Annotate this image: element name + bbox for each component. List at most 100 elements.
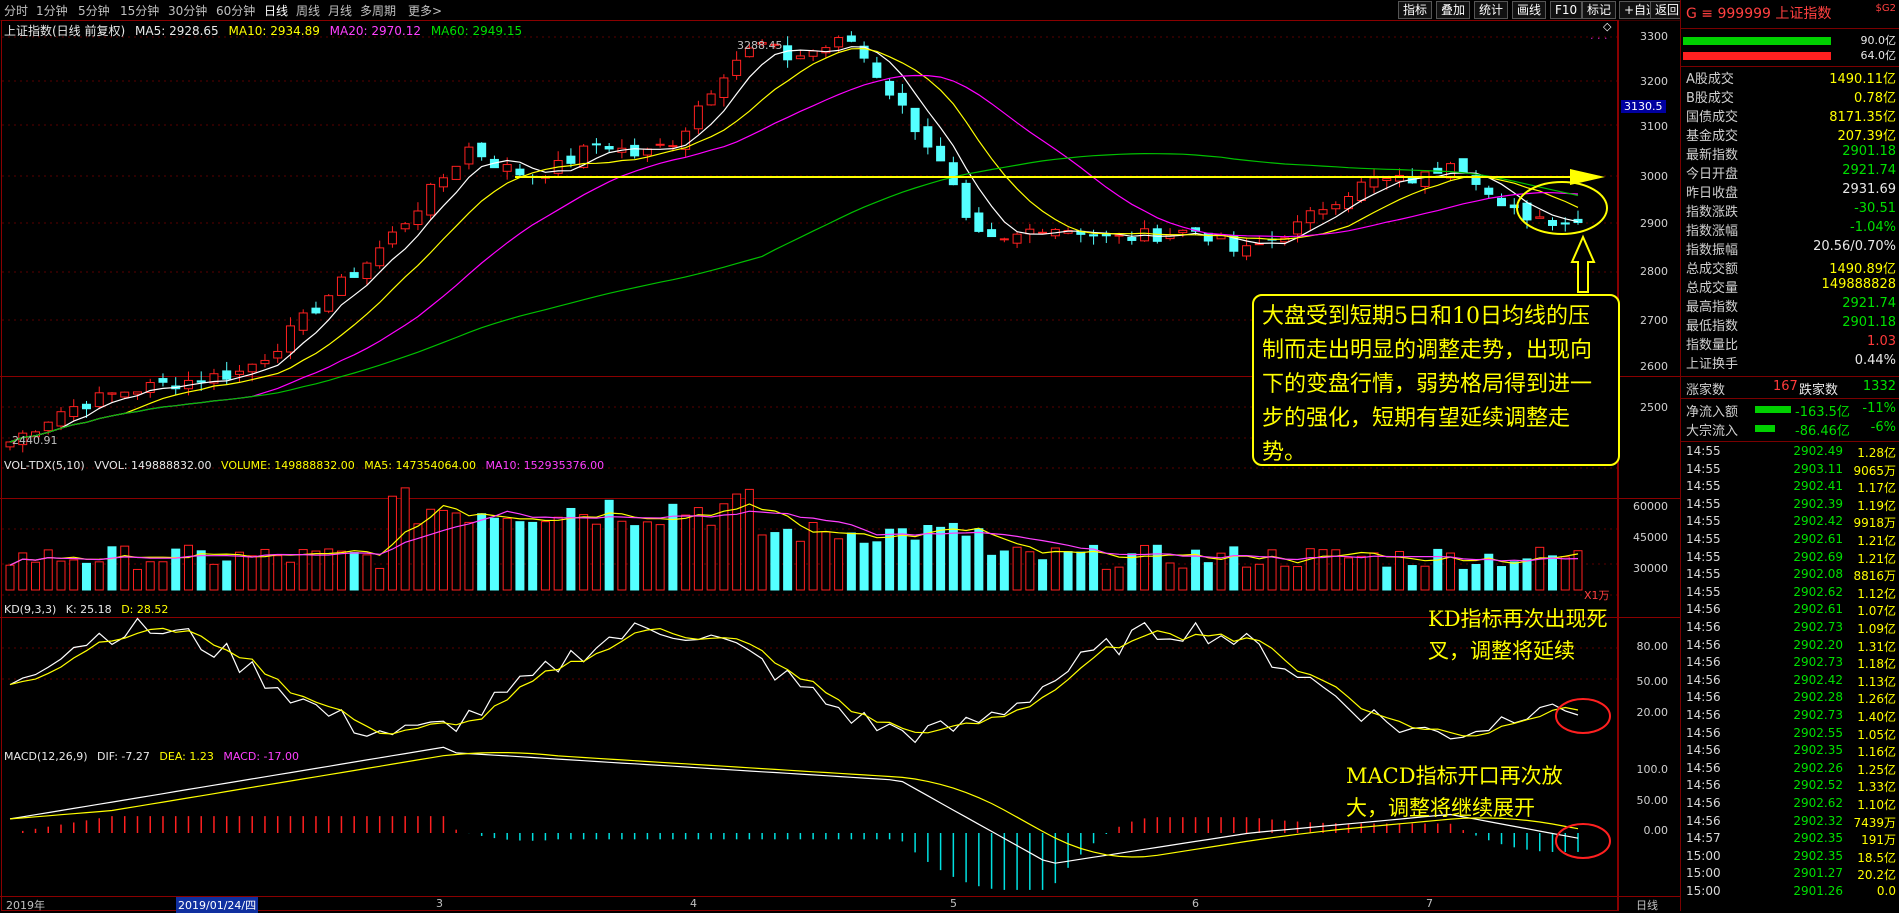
stat-value: -30.51: [1854, 201, 1896, 216]
candle-body: [885, 80, 895, 96]
tab-timeshare[interactable]: 分时: [4, 4, 29, 18]
tab-daily[interactable]: 日线: [264, 4, 289, 18]
tick-volume: 1.17亿: [1857, 481, 1896, 496]
tab-more[interactable]: 更多>: [408, 4, 443, 18]
volume-bar: [897, 528, 907, 591]
volume-bar: [209, 563, 219, 591]
volume-bar: [311, 550, 321, 591]
tab-15min[interactable]: 15分钟: [120, 4, 160, 18]
volume-bar: [553, 516, 563, 591]
highlight-ellipse: [1516, 181, 1608, 235]
candle-body: [311, 307, 321, 314]
stat-row: 总成交量 149888828: [1681, 277, 1899, 296]
chart-settings-icon[interactable]: ◇: [1603, 20, 1612, 33]
kline-chart-canvas[interactable]: ◇ · · ·: [0, 0, 1680, 911]
volume-bar: [477, 513, 487, 591]
rise-count: 167: [1773, 379, 1798, 394]
stat-label: A股成交: [1686, 72, 1734, 87]
vol-title: VOL-TDX(5,10): [4, 459, 85, 472]
candle-body: [1178, 229, 1188, 234]
tick-price: 2902.69: [1793, 549, 1843, 564]
stat-value: 1.03: [1867, 334, 1896, 349]
candle-body: [336, 276, 346, 296]
tick-volume: 7439万: [1853, 815, 1896, 830]
mark-button[interactable]: 标记: [1582, 1, 1617, 19]
candle-body: [987, 229, 997, 238]
candle-body: [120, 391, 130, 398]
statistics-button[interactable]: 统计: [1474, 1, 1509, 19]
volume-bar: [732, 493, 742, 591]
stat-row: A股成交 1490.11亿: [1681, 68, 1899, 87]
volume-bar: [489, 517, 499, 591]
candle-body: [1560, 222, 1570, 225]
tick-row: 14:55 2902.39 1.19亿: [1681, 497, 1899, 513]
candle-body: [209, 373, 219, 384]
candle-body: [668, 145, 678, 148]
volume-bar: [426, 508, 436, 591]
candle-body: [1127, 236, 1137, 241]
volume-bar: [1446, 552, 1456, 591]
stat-row: 国债成交 8171.35亿: [1681, 106, 1899, 125]
tick-time: 14:56: [1686, 637, 1721, 652]
tab-60min[interactable]: 60分钟: [216, 4, 256, 18]
tab-multi-period[interactable]: 多周期: [360, 4, 397, 18]
overlay-button[interactable]: 叠加: [1436, 1, 1471, 19]
tick-price: 2902.26: [1793, 760, 1843, 775]
candle-body: [1395, 174, 1405, 182]
candle-body: [1038, 231, 1048, 234]
candle-body: [579, 145, 589, 168]
tick-volume: 1.10亿: [1857, 798, 1896, 812]
volume-bar: [795, 540, 805, 591]
tab-5min[interactable]: 5分钟: [78, 4, 110, 18]
candle-body: [1522, 202, 1532, 221]
volume-bar: [617, 520, 627, 591]
volume-bar: [132, 568, 142, 591]
stat-row: 指数量比 1.03: [1681, 334, 1899, 353]
ma20-line: [9, 74, 1579, 443]
stat-value: -1.04%: [1850, 220, 1896, 235]
volume-bar: [1369, 552, 1379, 591]
f10-button[interactable]: F10: [1550, 1, 1583, 19]
stat-value: 2921.74: [1842, 296, 1896, 311]
candle-body: [706, 93, 716, 106]
volume-bar: [298, 549, 308, 591]
candle-body: [477, 142, 487, 158]
candle-body: [426, 183, 436, 216]
tick-row: 14:56 2902.20 1.31亿: [1681, 637, 1899, 654]
volume-bar: [821, 531, 831, 591]
tab-1min[interactable]: 1分钟: [36, 4, 68, 18]
magenta-dots-icon: · · ·: [1590, 32, 1607, 45]
volume-bar: [1280, 565, 1290, 591]
tick-volume: 191万: [1861, 833, 1896, 848]
tick-time: 14:57: [1686, 831, 1721, 846]
candle-body: [94, 392, 104, 408]
candle-body: [145, 382, 155, 394]
d-value: D: 28.52: [121, 603, 169, 616]
candle-body: [719, 77, 729, 98]
volume-bar: [1509, 561, 1519, 591]
dif-value: DIF: -7.27: [97, 750, 150, 763]
tick-price: 2902.28: [1793, 690, 1843, 705]
volume-bar: [1293, 566, 1303, 591]
draw-line-button[interactable]: 画线: [1512, 1, 1547, 19]
stat-value: 2921.74: [1842, 163, 1896, 178]
netflow-value: -163.5亿: [1795, 405, 1850, 420]
price-tag: 3130.5: [1621, 100, 1666, 113]
k-value: K: 25.18: [65, 603, 112, 616]
stat-label: B股成交: [1686, 91, 1734, 106]
tick-price: 2902.35: [1793, 743, 1843, 758]
candle-body: [1382, 178, 1392, 181]
tick-time: 14:55: [1686, 567, 1721, 582]
candle-body: [413, 210, 423, 226]
tick-row: 14:55 2903.11 9065万: [1681, 462, 1899, 478]
tab-monthly[interactable]: 月线: [328, 4, 353, 18]
tab-30min[interactable]: 30分钟: [168, 4, 208, 18]
candle-body: [273, 350, 283, 359]
macd-histogram: [21, 816, 1579, 890]
back-button[interactable]: 返回: [1650, 1, 1685, 19]
candle-body: [247, 363, 257, 373]
volume-bar: [974, 528, 984, 591]
tab-weekly[interactable]: 周线: [296, 4, 321, 18]
volume-bar: [183, 544, 193, 591]
indicator-button[interactable]: 指标: [1398, 1, 1433, 19]
